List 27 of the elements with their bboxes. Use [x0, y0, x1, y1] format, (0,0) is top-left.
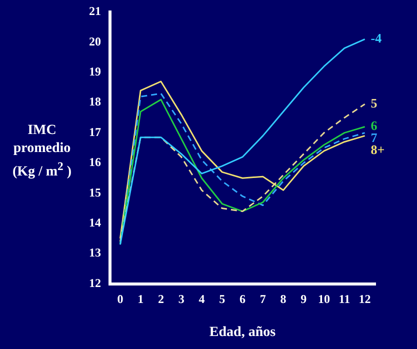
- y-tick-label: 13: [89, 246, 101, 260]
- x-tick-label: 12: [358, 292, 371, 306]
- x-axis-title: Edad, años: [209, 325, 276, 340]
- x-tick-label: 5: [219, 292, 226, 306]
- x-tick-label: 11: [338, 292, 350, 306]
- x-tick-label: 2: [158, 292, 164, 306]
- series-label: 5: [370, 95, 378, 110]
- y-tick-label: 21: [89, 4, 101, 18]
- x-tick-label: 4: [198, 292, 205, 306]
- x-tick-label: 1: [138, 292, 144, 306]
- y-tick-label: 18: [89, 94, 101, 109]
- y-tick-label: 14: [89, 215, 101, 230]
- y-axis-title: IMC promedio (Kg / m$^{2}$ ): [11, 122, 73, 182]
- x-tick-label: 10: [318, 292, 330, 306]
- y-tick-label: 15: [89, 185, 101, 200]
- y-tick-label: 12: [89, 276, 101, 290]
- x-tick-label: 6: [240, 292, 246, 306]
- x-tick-label: 8: [280, 292, 286, 306]
- y-tick-label: 20: [89, 34, 101, 48]
- series-label: -4: [370, 30, 382, 46]
- y-tick-label: 16: [89, 155, 101, 170]
- x-tick-label: 0: [117, 292, 124, 306]
- x-tick-label: 3: [178, 292, 184, 306]
- x-tick-label: 7: [260, 292, 266, 306]
- y-tick-label: 17: [89, 124, 101, 139]
- x-tick-label: 9: [300, 292, 307, 306]
- y-tick-label: 19: [89, 64, 101, 78]
